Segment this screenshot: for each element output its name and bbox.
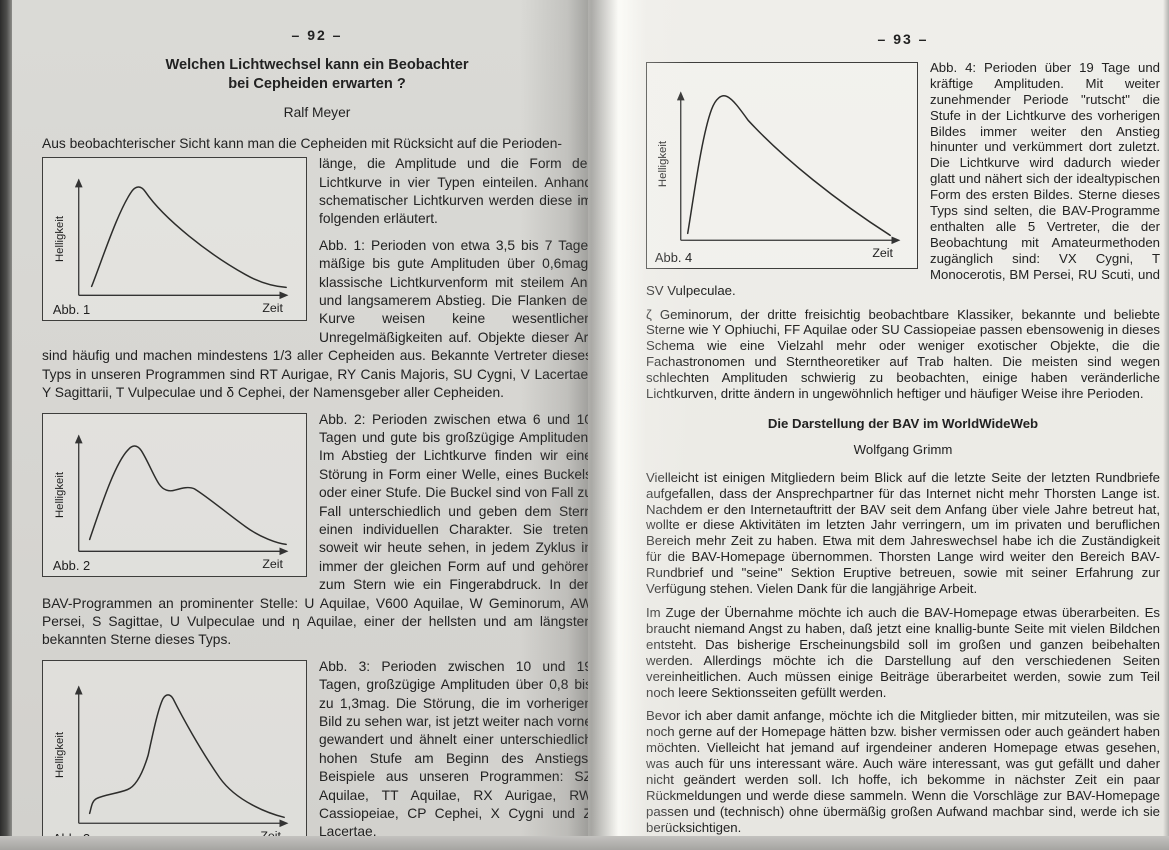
paragraph-www2: Im Zuge der Übernahme möchte ich auch di… [646,605,1160,700]
light-curve-chart-2: Helligkeit Zeit Abb. 2 [53,433,289,573]
page-93: – 93 – Helligkeit Zeit Abb. 4 Abb. 4: Pe… [588,0,1169,838]
figure-abb-2: Helligkeit Zeit Abb. 2 [42,412,307,577]
x-axis-label: Zeit [262,557,283,571]
figure-abb-1: Helligkeit Zeit Abb. 1 [42,157,307,322]
section-heading: Die Darstellung der BAV im WorldWideWeb [767,415,1039,431]
paragraph-www1: Vielleicht ist einigen Mitgliedern beim … [646,469,1160,597]
page-92: – 92 – Welchen Lichtwechsel kann ein Beo… [10,0,592,849]
paragraph-abb4: Abb. 4: Perioden über 19 Tage und kräfti… [646,59,1160,298]
page-92-content: – 92 – Welchen Lichtwechsel kann ein Beo… [42,20,592,850]
article-title-line2: bei Cepheiden erwarten ? [228,76,406,93]
scan-edge-bottom [0,836,1169,850]
light-curve-chart-4: Helligkeit Zeit Abb. 4 [655,91,901,265]
page-number: – 93 – [877,31,929,47]
page-number: – 92 – [291,27,343,43]
paragraph-intro: Aus beobachterischer Sicht kann man die … [42,135,562,151]
paragraph-zeta-geminorum: ζ Geminorum, der dritte freisichtig beob… [646,306,1160,402]
light-curve-chart-1: Helligkeit Zeit Abb. 1 [53,178,289,317]
light-curve [686,95,891,236]
figure-block-1: Helligkeit Zeit Abb. 1 länge, die Amplit… [42,155,592,410]
article-title-line1: Welchen Lichtwechsel kann ein Beobachter [165,57,469,74]
y-axis-label: Helligkeit [54,471,66,518]
x-axis-label: Zeit [262,301,283,315]
section-author: Wolfgang Grimm [853,441,953,457]
figure-abb-4: Helligkeit Zeit Abb. 4 [646,61,918,269]
figure-block-3: Helligkeit Zeit Abb. 3 Abb. 3: Perioden … [42,658,592,850]
y-axis-label: Helligkeit [54,215,66,262]
scan-edge-left [0,0,12,850]
figure-caption: Abb. 4 [655,250,692,265]
figure-caption: Abb. 2 [53,558,90,573]
figure-caption: Abb. 1 [53,302,90,317]
page-93-content: – 93 – Helligkeit Zeit Abb. 4 Abb. 4: Pe… [646,26,1160,844]
scan-edge-right [1163,0,1169,850]
light-curve [88,444,287,545]
figure-abb-3: Helligkeit Zeit Abb. 3 [42,659,307,849]
paragraph-www3: Bevor ich aber damit anfange, möchte ich… [646,708,1160,835]
y-axis-label: Helligkeit [657,140,669,187]
light-curve [90,186,287,289]
figure-block-4: Helligkeit Zeit Abb. 4 Abb. 4: Perioden … [646,60,1160,307]
x-axis-label: Zeit [872,246,893,260]
figure-block-2: Helligkeit Zeit Abb. 2 Abb. 2: Perioden … [42,411,592,658]
author-name: Ralf Meyer [283,105,351,121]
light-curve [88,693,285,818]
light-curve-chart-3: Helligkeit Zeit Abb. 3 [53,685,289,846]
y-axis-label: Helligkeit [54,731,66,778]
